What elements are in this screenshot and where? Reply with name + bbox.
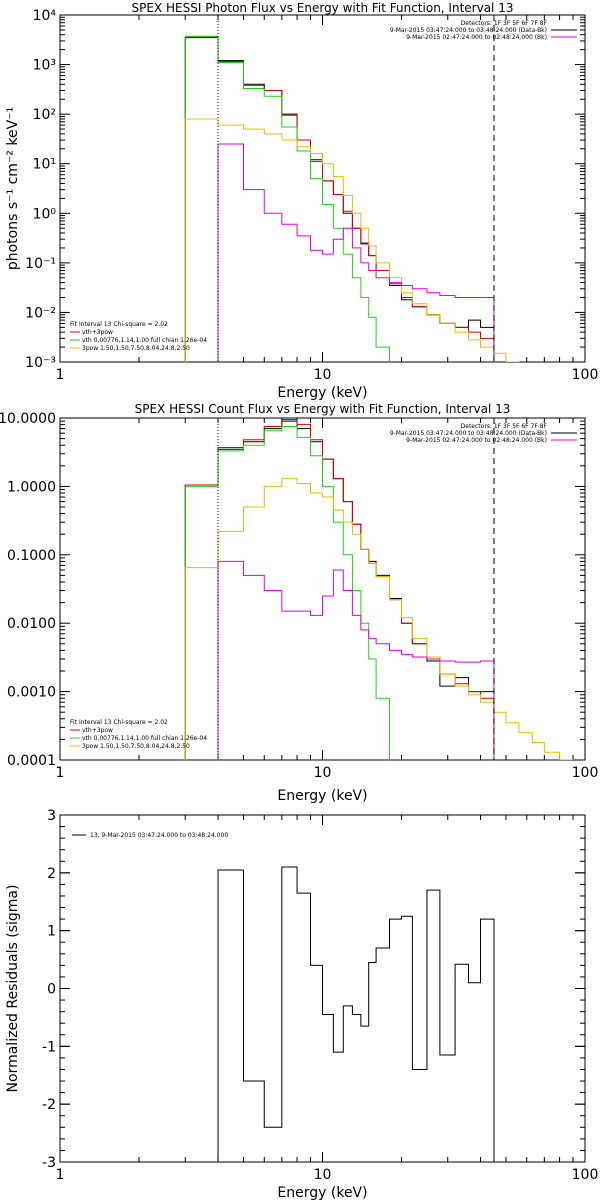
y-tick-label: 1.0000: [7, 479, 56, 495]
x-tick-label: 10: [314, 367, 332, 383]
legend-top-entry: Detectors: 1F 3F 5F 6F 7F 8F: [461, 20, 548, 27]
x-axis-label: Energy (keV): [277, 385, 367, 401]
series-group: [217, 866, 495, 1162]
series-group: [184, 35, 520, 362]
legend-bottom-entry: vth 0.00776,1.14,1.00 full chian 1.26e-0…: [82, 337, 207, 344]
photon-flux-panel: 1 10 100 10⁻³ 10⁻² 10⁻¹ 10⁰ 10¹ 10² 10³ 10⁴ SPEX HE…: [5, 1, 598, 401]
y-tick-label: 1: [47, 924, 56, 940]
y-tick-label: -3: [42, 1155, 56, 1171]
chart-title: SPEX HESSI Photon Flux vs Energy with Fi…: [132, 1, 514, 15]
series-background-line: [217, 560, 495, 760]
count-flux-panel: 1 10 100 0.0001 0.0010 0.0100 0.1000 1.0000 10.0…: [0, 402, 598, 804]
x-tick-label: 100: [572, 1167, 599, 1183]
x-tick-label: 100: [572, 765, 599, 781]
legend-bottom-entry: 3pow 1.50,1.50,7.50,8.04,24.8,2.50: [82, 743, 190, 750]
y-tick-label: 0: [47, 982, 56, 998]
series-residuals-line: [217, 866, 495, 1162]
series-total-line: [184, 35, 495, 362]
y-tick-label: -1: [42, 1039, 56, 1055]
y-tick-label: 0.0010: [7, 685, 56, 701]
y-tick-label: 10²: [33, 107, 56, 123]
x-axis-label: Energy (keV): [277, 788, 367, 804]
legend-bottom-entry: 3pow 1.50,1.50,7.50,8.04,24.8,2.50: [82, 345, 190, 352]
y-tick-label: 0.0100: [7, 616, 56, 632]
y-tick-label: -2: [42, 1097, 56, 1113]
y-tick-label: 10¹: [33, 157, 56, 173]
x-axis-label: Energy (keV): [277, 1185, 367, 1200]
series-powerlaw-line: [184, 478, 574, 760]
series-group: [184, 419, 574, 760]
series-data-line: [184, 420, 495, 760]
x-tick-label: 1: [56, 1167, 65, 1183]
x-tick-label: 1: [56, 367, 65, 383]
x-tick-label: 10: [314, 765, 332, 781]
y-tick-label: 10⁻²: [25, 305, 56, 321]
legend-top-entry: 9-Mar-2015 03:47:24.000 to 03:48:24.000 …: [390, 27, 547, 34]
series-thermal-line: [184, 426, 391, 760]
y-tick-label: 10³: [33, 58, 56, 74]
y-tick-label: 0.1000: [7, 548, 56, 564]
legend-top-entry: 9-Mar-2015 02:47:24.000 to 02:48:24.000 …: [406, 437, 547, 444]
series-thermal-line: [184, 35, 391, 362]
x-tick-label: 1: [56, 765, 65, 781]
x-tick-label: 100: [572, 367, 599, 383]
y-tick-label: 0.0001: [7, 753, 56, 769]
legend-bottom-entry: vth+3pow: [82, 329, 113, 336]
y-tick-label: 10⁻¹: [25, 256, 56, 272]
y-tick-label: 2: [47, 866, 56, 882]
series-data-line: [184, 37, 495, 362]
legend-bottom-entry: vth 0.00776,1.14,1.00 full chian 1.26e-0…: [82, 735, 207, 742]
legend-bottom-entry: Fit Interval 13 Chi-square = 2.02: [70, 719, 168, 726]
legend-bottom-entry: vth+3pow: [82, 727, 113, 734]
series-background-line: [217, 143, 495, 362]
legend-top-entry: Detectors: 1F 3F 5F 6F 7F 8F: [461, 423, 548, 430]
legend-bottom-entry: Fit Interval 13 Chi-square = 2.02: [70, 321, 168, 328]
series-powerlaw-line: [184, 118, 520, 362]
y-tick-label: 10⁴: [33, 8, 57, 24]
residuals-panel: 1 10 100 -3 -2 -1 0 1 2 3 Energy (keV) Normalized R…: [5, 808, 598, 1200]
chart-title: SPEX HESSI Count Flux vs Energy with Fit…: [135, 402, 511, 416]
y-axis-label: photons s⁻¹ cm⁻² keV⁻¹: [5, 107, 21, 270]
y-tick-label: 10⁰: [33, 206, 57, 222]
y-axis-label: Normalized Residuals (sigma): [5, 885, 21, 1093]
y-tick-label: 3: [47, 808, 56, 824]
y-tick-label: 10.0000: [0, 411, 56, 427]
x-tick-label: 10: [314, 1167, 332, 1183]
series-total-line: [184, 419, 495, 760]
legend-top-entry: 9-Mar-2015 03:47:24.000 to 03:48:24.000 …: [390, 430, 547, 437]
legend-top-entry: 9-Mar-2015 02:47:24.000 to 02:48:24.000 …: [406, 34, 547, 41]
legend-entry: 13, 9-Mar-2015 03:47:24.000 to 03:48:24.…: [90, 832, 228, 839]
y-tick-label: 10⁻³: [25, 355, 56, 371]
